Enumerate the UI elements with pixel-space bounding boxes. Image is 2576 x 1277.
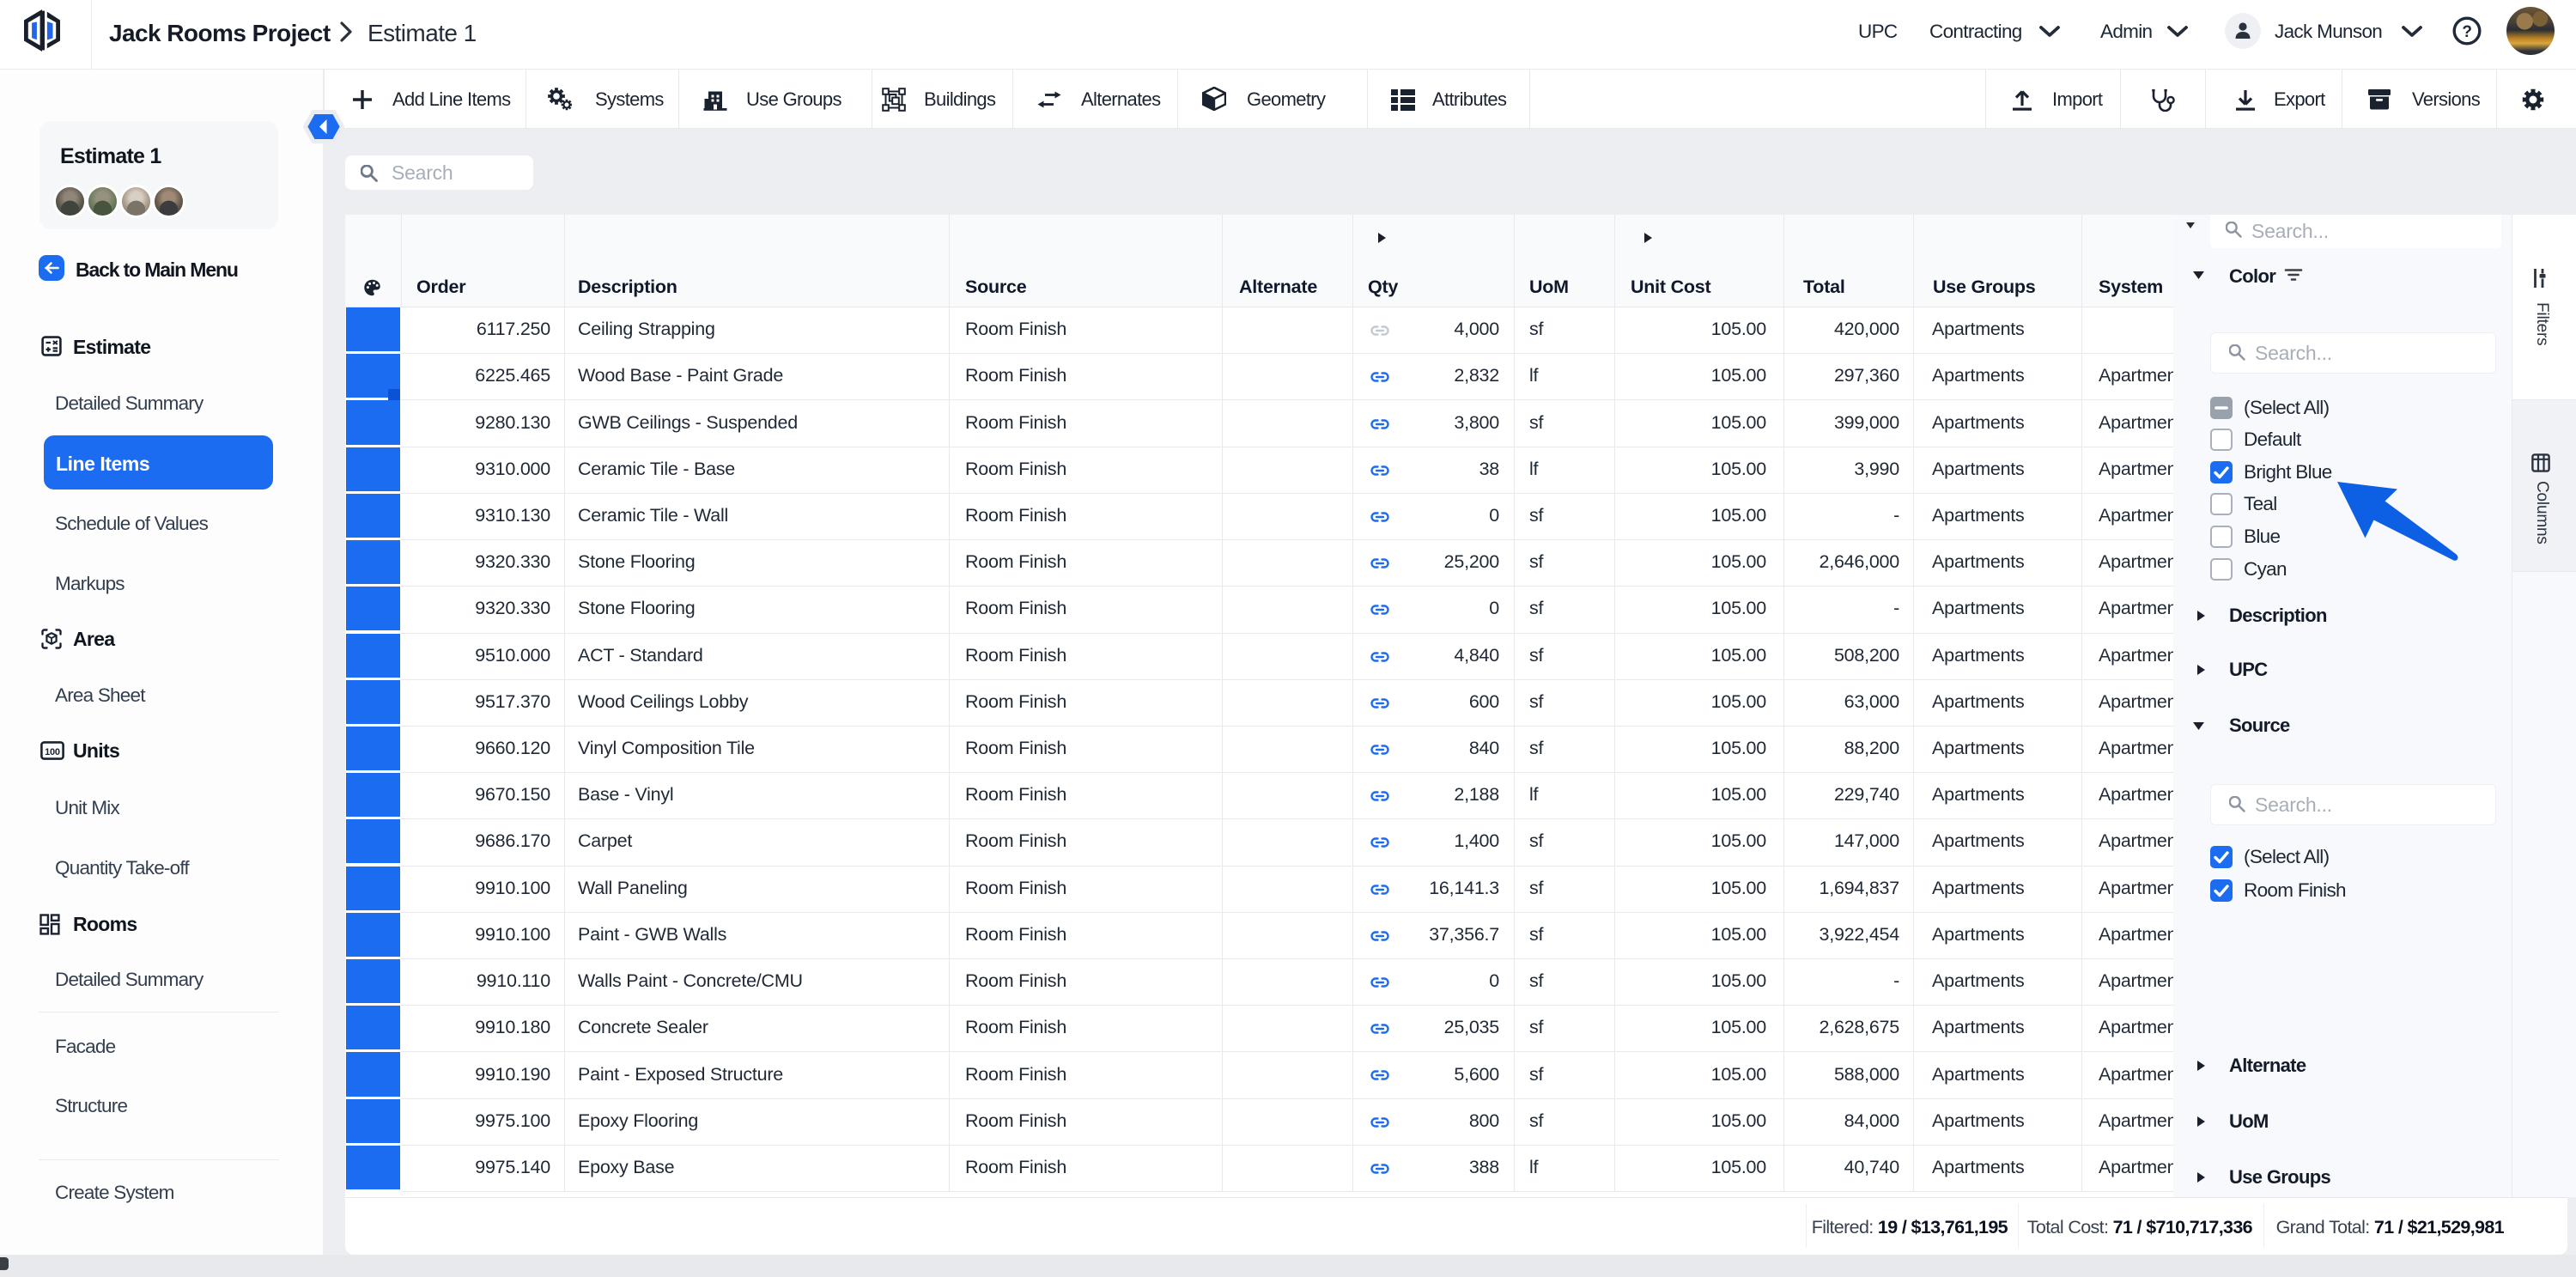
svg-text:100: 100 bbox=[45, 747, 60, 757]
svg-text:?: ? bbox=[2462, 23, 2471, 41]
